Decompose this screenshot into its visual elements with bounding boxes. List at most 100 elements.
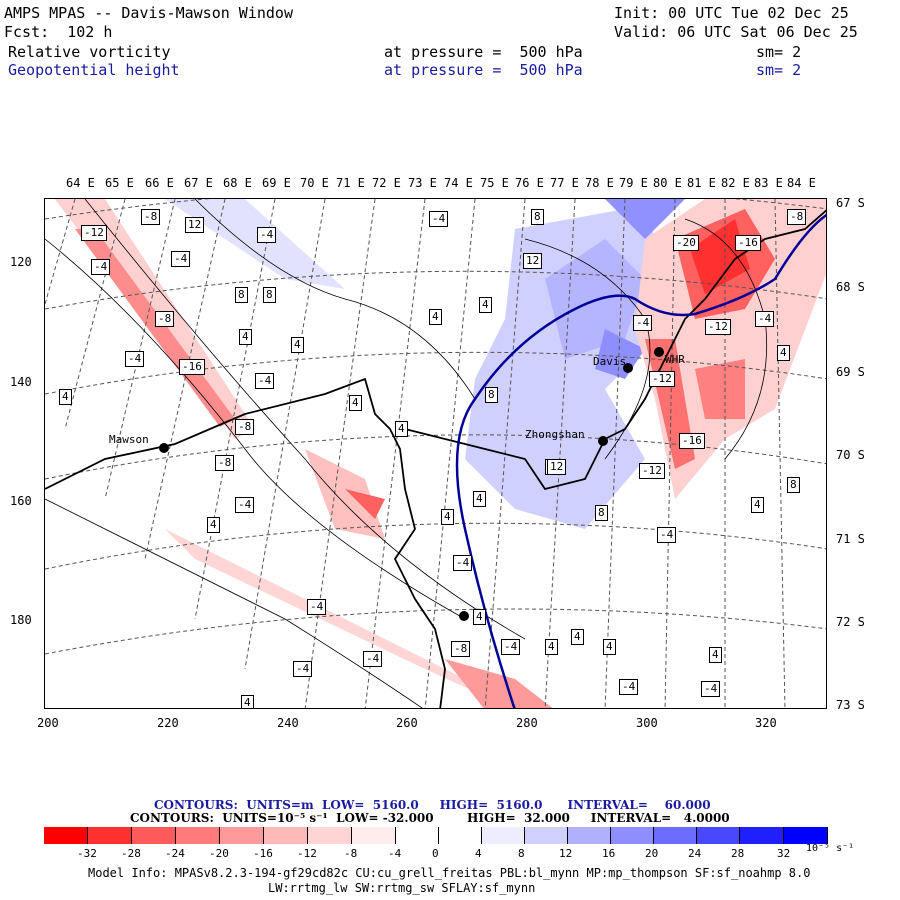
lat-label: 73 S xyxy=(836,698,865,712)
contour-label: -4 xyxy=(363,651,383,667)
valid-time: Valid: 06 UTC Sat 06 Dec 25 xyxy=(614,23,858,41)
lon-label: 71 E xyxy=(336,176,365,190)
contour-info-height: CONTOURS: UNITS=m LOW= 5160.0 HIGH= 5160… xyxy=(154,798,711,812)
graticule xyxy=(45,199,826,708)
contour-label: -12 xyxy=(639,463,665,479)
contour-label: -20 xyxy=(673,235,699,251)
contour-label: -12 xyxy=(649,371,675,387)
colorbar-label: -20 xyxy=(209,847,229,860)
x-tick: 260 xyxy=(396,716,418,730)
lat-label: 71 S xyxy=(836,532,865,546)
lat-label: 69 S xyxy=(836,365,865,379)
colorbar-label: -28 xyxy=(121,847,141,860)
contour-label: -8 xyxy=(155,311,175,327)
lon-label: 69 E xyxy=(262,176,291,190)
colorbar-swatch xyxy=(482,827,525,844)
lon-label: 79 E xyxy=(619,176,648,190)
station-mawson-marker xyxy=(159,443,169,453)
lat-label: 67 S xyxy=(836,196,865,210)
y-tick: 140 xyxy=(10,375,32,389)
map-panel: Mawson Davis Zhongshan WHR -12 -8 12 -4 … xyxy=(44,198,827,709)
lon-label: 66 E xyxy=(145,176,174,190)
contour-label: -8 xyxy=(235,419,255,435)
field2-smoothing: sm= 2 xyxy=(756,61,802,79)
x-tick: 280 xyxy=(516,716,538,730)
colorbar-swatch xyxy=(308,827,352,844)
colorbar-label: 12 xyxy=(559,847,573,860)
station-mawson-label: Mawson xyxy=(109,433,149,446)
lon-label: 64 E xyxy=(66,176,95,190)
contour-info-vorticity: CONTOURS: UNITS=10⁻⁵ s⁻¹ LOW= -32.000 HI… xyxy=(130,811,730,825)
geopotential-contour xyxy=(455,213,826,708)
colorbar-swatch xyxy=(568,827,611,844)
contour-label: 4 xyxy=(441,509,454,525)
lon-label: 78 E xyxy=(585,176,614,190)
coastline-west xyxy=(45,377,446,708)
contour-label: -16 xyxy=(679,433,705,449)
colorbar-label: -4 xyxy=(388,847,402,860)
lon-label: 75 E xyxy=(480,176,509,190)
colorbar-swatch xyxy=(352,827,396,844)
map-title: AMPS MPAS -- Davis-Mawson Window xyxy=(4,4,293,22)
field1-name: Relative vorticity xyxy=(8,43,171,61)
contour-label: 4 xyxy=(777,345,790,361)
x-tick: 300 xyxy=(636,716,658,730)
colorbar-label: -8 xyxy=(344,847,358,860)
field1-smoothing: sm= 2 xyxy=(756,43,802,61)
contour-label: 12 xyxy=(547,459,567,475)
lon-label: 80 E xyxy=(653,176,682,190)
contour-label: 4 xyxy=(473,491,486,507)
contour-label: 4 xyxy=(291,337,304,353)
lon-label: 72 E xyxy=(372,176,401,190)
lon-label: 77 E xyxy=(550,176,579,190)
contour-label: 8 xyxy=(595,505,608,521)
colorbar-label: -12 xyxy=(297,847,317,860)
colorbar-units: 10⁻⁵ s⁻¹ xyxy=(806,843,855,854)
contour-label: 4 xyxy=(709,647,722,663)
colorbar-swatch xyxy=(611,827,654,844)
contour-label: -4 xyxy=(91,259,111,275)
contour-label: -8 xyxy=(215,455,235,471)
lon-label: 70 E xyxy=(300,176,329,190)
contour-label: -4 xyxy=(125,351,145,367)
station-whr-marker xyxy=(654,347,664,357)
station-whr-label: WHR xyxy=(665,353,685,366)
model-info-physics: LW:rrtmg_lw SW:rrtmg_sw SFLAY:sf_mynn xyxy=(268,881,536,895)
map-canvas xyxy=(45,199,826,708)
x-tick: 240 xyxy=(277,716,299,730)
contour-label: -4 xyxy=(257,227,277,243)
contour-label: -8 xyxy=(787,209,807,225)
contour-label: -4 xyxy=(255,373,275,389)
contour-label: -4 xyxy=(429,211,449,227)
contour-label: 8 xyxy=(485,387,498,403)
contour-label: 4 xyxy=(349,395,362,411)
lat-label: 68 S xyxy=(836,280,865,294)
field2-level: at pressure = 500 hPa xyxy=(384,61,583,79)
contour-label: 4 xyxy=(751,497,764,513)
contour-label: 4 xyxy=(571,629,584,645)
contour-label: -4 xyxy=(755,311,775,327)
station-zhongshan-label: Zhongshan xyxy=(525,428,585,441)
lat-label: 70 S xyxy=(836,448,865,462)
contour-label: -4 xyxy=(171,251,191,267)
colorbar-label: 20 xyxy=(645,847,659,860)
colorbar-swatch xyxy=(740,827,784,844)
contour-label: -4 xyxy=(701,681,721,697)
contour-label: -4 xyxy=(619,679,639,695)
station-davis-marker xyxy=(623,363,633,373)
colorbar-label: -16 xyxy=(253,847,273,860)
lon-label: 82 E xyxy=(721,176,750,190)
colorbar-label: 24 xyxy=(688,847,702,860)
station-marker xyxy=(459,611,469,621)
colorbar-label: 4 xyxy=(475,847,482,860)
x-tick: 320 xyxy=(755,716,777,730)
colorbar-label: 0 xyxy=(432,847,439,860)
contour-label: 8 xyxy=(531,209,544,225)
colorbar-swatch xyxy=(88,827,132,844)
colorbar-swatch xyxy=(132,827,176,844)
y-tick: 180 xyxy=(10,613,32,627)
contour-label: 4 xyxy=(207,517,220,533)
contour-label: 4 xyxy=(479,297,492,313)
lon-label: 65 E xyxy=(105,176,134,190)
contour-label: 8 xyxy=(235,287,248,303)
